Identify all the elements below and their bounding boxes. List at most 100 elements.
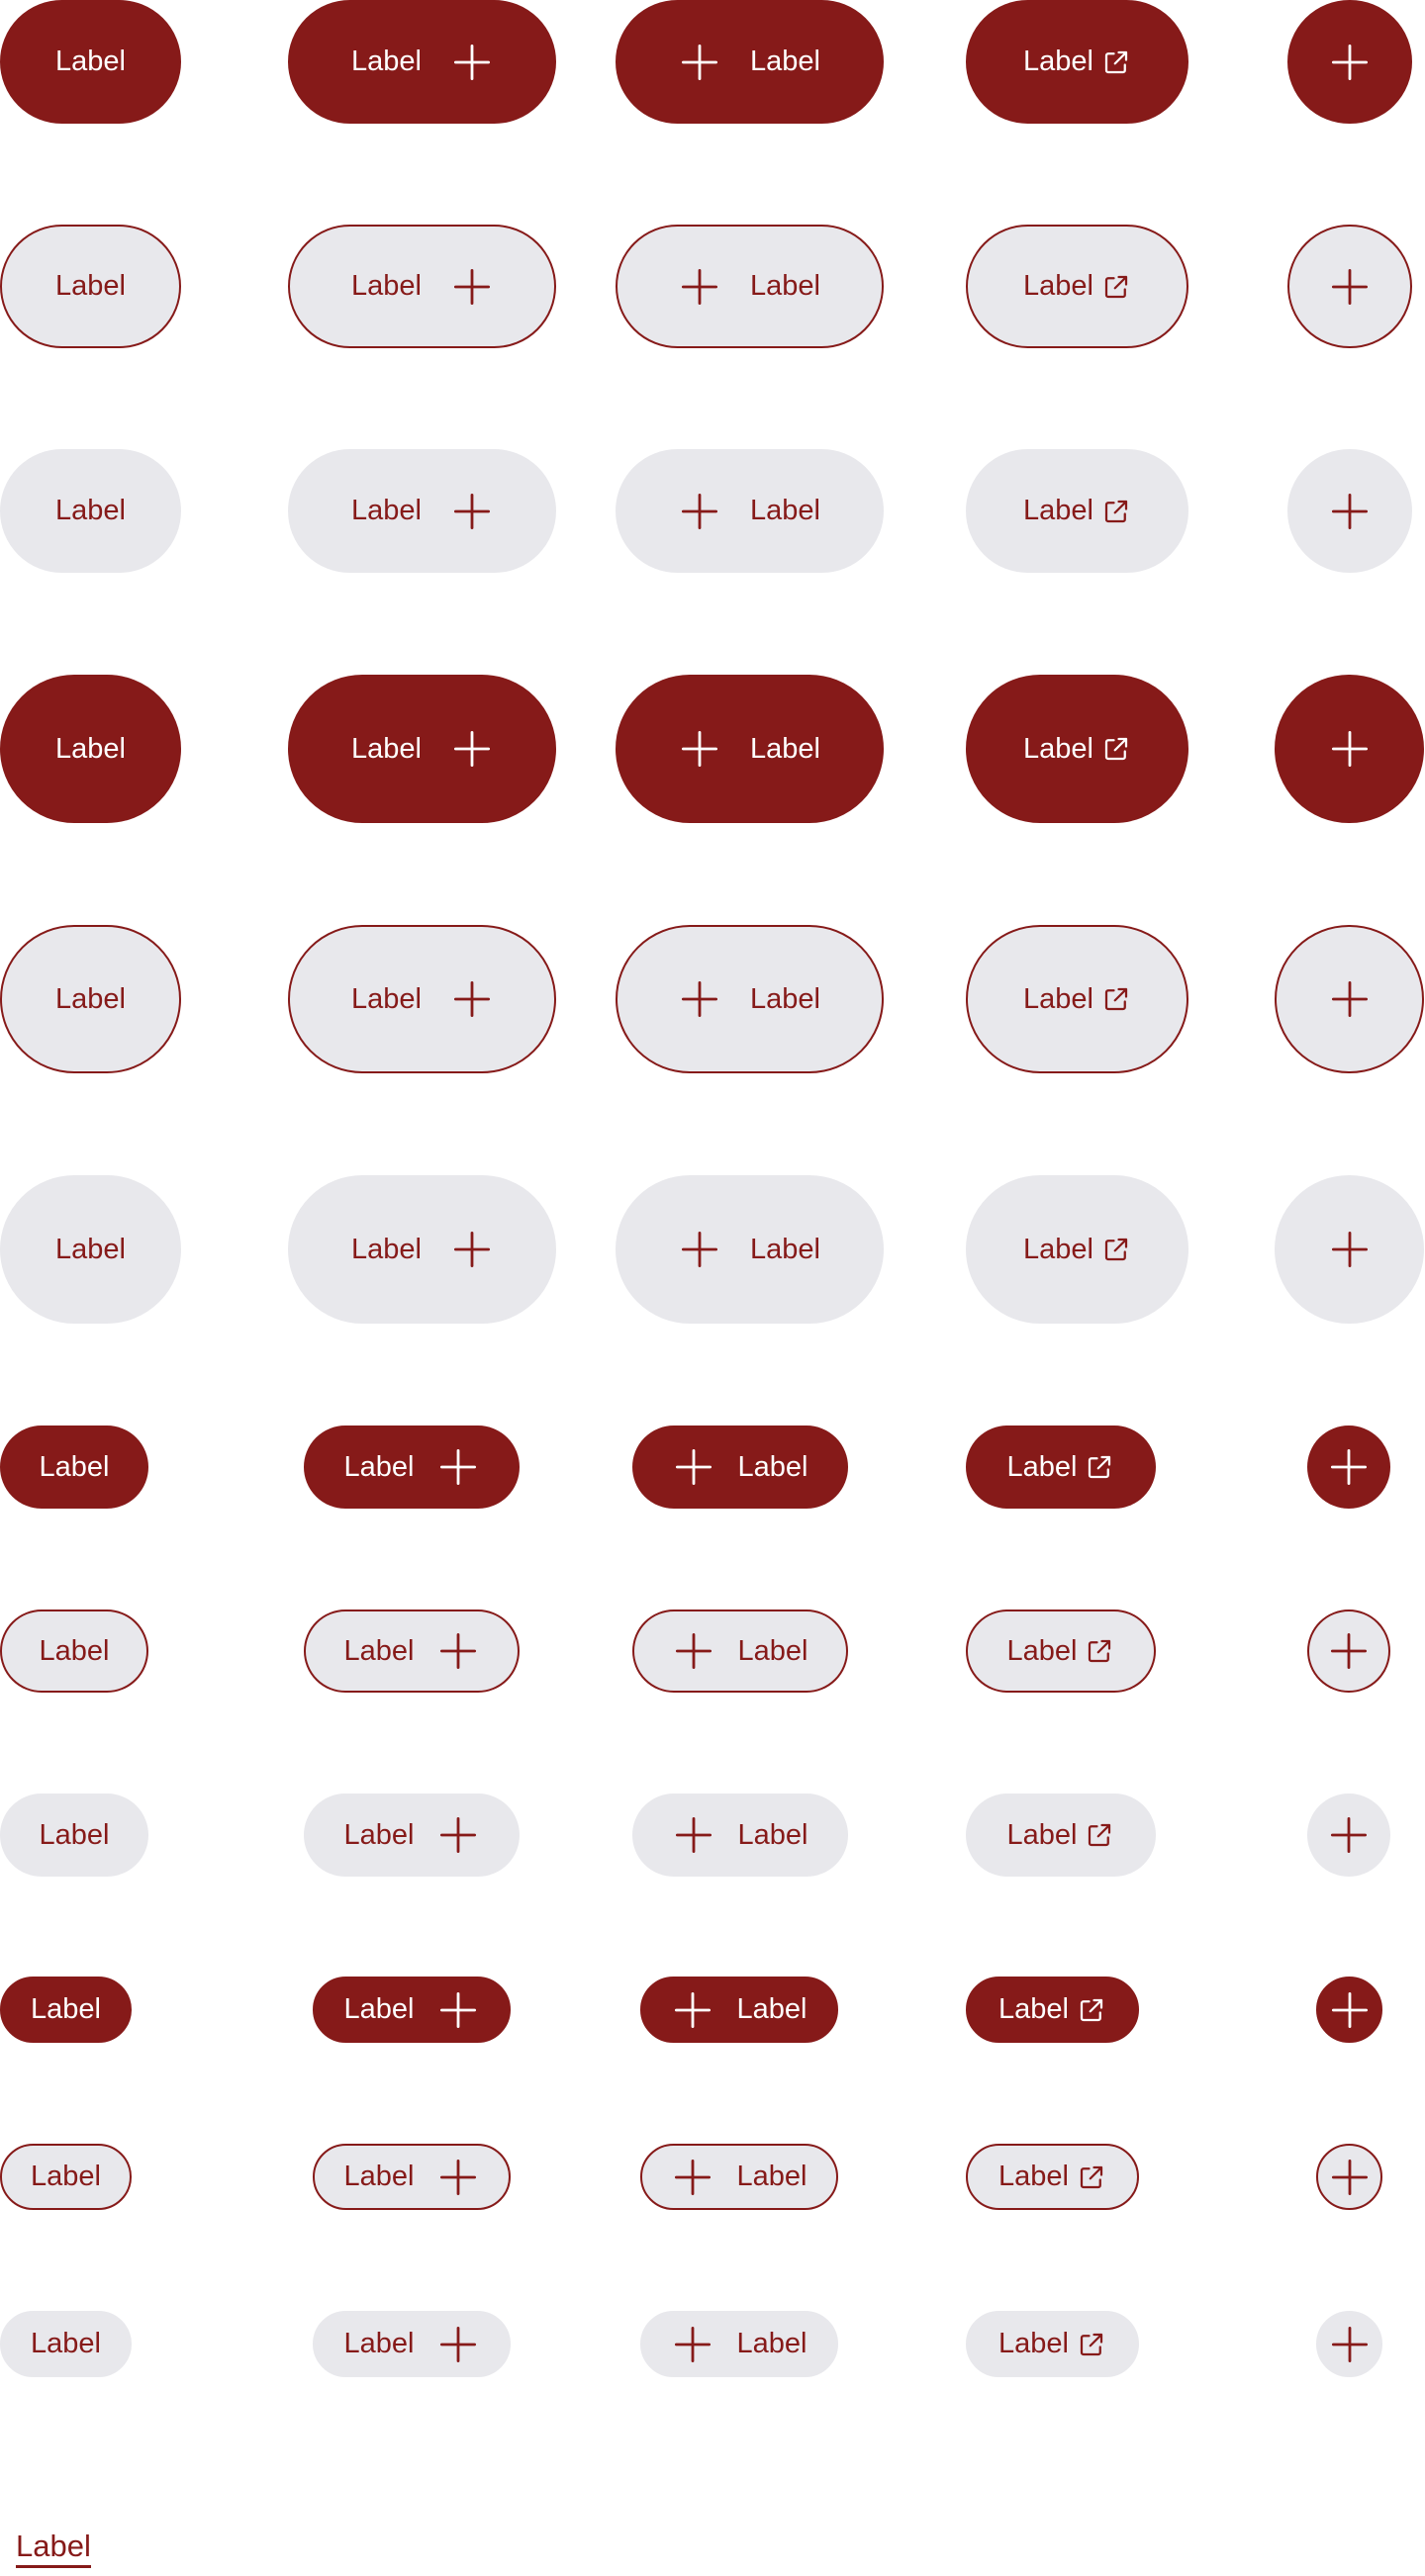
secondary-large-text-with-external-link-icon-button[interactable]: Label bbox=[966, 925, 1188, 1073]
button-label: Label bbox=[351, 270, 422, 302]
primary-large-icon-only-button[interactable] bbox=[1275, 675, 1424, 823]
secondary-large-text-with-leading-plus-icon-button[interactable]: Label bbox=[616, 925, 884, 1073]
secondary-extra-large-icon-only-button[interactable] bbox=[1287, 225, 1412, 348]
tertiary-medium-text-only-button[interactable]: Label bbox=[0, 1794, 148, 1877]
button-label: Label bbox=[55, 495, 126, 526]
tertiary-extra-large-text-with-external-link-icon-button[interactable]: Label bbox=[966, 449, 1188, 573]
secondary-extra-large-text-with-trailing-plus-icon-button[interactable]: Label bbox=[288, 225, 556, 348]
primary-extra-large-text-with-external-link-icon-button[interactable]: Label bbox=[966, 0, 1188, 124]
external-link-icon bbox=[1080, 2333, 1103, 2355]
primary-small-text-with-trailing-plus-icon-button[interactable]: Label bbox=[313, 1977, 511, 2043]
secondary-medium-text-only-button[interactable]: Label bbox=[0, 1610, 148, 1693]
button-label: Label bbox=[39, 1634, 110, 1667]
tertiary-extra-large-text-with-trailing-plus-icon-button[interactable]: Label bbox=[288, 449, 556, 573]
primary-medium-text-with-external-link-icon-button[interactable]: Label bbox=[966, 1426, 1156, 1509]
button-label: Label bbox=[1023, 270, 1093, 302]
button-label: Label bbox=[737, 1450, 808, 1483]
plus-icon bbox=[1331, 2159, 1368, 2195]
button-label: Label bbox=[750, 46, 820, 77]
secondary-medium-text-with-trailing-plus-icon-button[interactable]: Label bbox=[304, 1610, 520, 1693]
tertiary-large-text-with-leading-plus-icon-button[interactable]: Label bbox=[616, 1175, 884, 1324]
primary-medium-icon-only-button[interactable] bbox=[1307, 1426, 1390, 1509]
plus-icon bbox=[1331, 44, 1369, 80]
button-label: Label bbox=[343, 1818, 415, 1851]
primary-extra-large-icon-only-button[interactable] bbox=[1287, 0, 1412, 124]
button-label: Label bbox=[351, 982, 422, 1015]
primary-large-text-with-external-link-icon-button[interactable]: Label bbox=[966, 675, 1188, 823]
button-label: Label bbox=[750, 732, 820, 765]
primary-medium-text-with-trailing-plus-icon-button[interactable]: Label bbox=[304, 1426, 520, 1509]
secondary-extra-large-text-with-external-link-icon-button[interactable]: Label bbox=[966, 225, 1188, 348]
primary-extra-large-text-with-leading-plus-icon-button[interactable]: Label bbox=[616, 0, 884, 124]
secondary-small-text-with-leading-plus-icon-button[interactable]: Label bbox=[640, 2144, 838, 2210]
primary-medium-text-with-leading-plus-icon-button[interactable]: Label bbox=[632, 1426, 848, 1509]
button-label: Label bbox=[737, 1818, 808, 1851]
primary-extra-large-text-with-trailing-plus-icon-button[interactable]: Label bbox=[288, 0, 556, 124]
plus-icon bbox=[1331, 268, 1369, 305]
secondary-small-text-with-external-link-icon-button[interactable]: Label bbox=[966, 2144, 1139, 2210]
plus-icon bbox=[1331, 1991, 1368, 2028]
secondary-extra-large-text-with-leading-plus-icon-button[interactable]: Label bbox=[616, 225, 884, 348]
primary-large-text-with-leading-plus-icon-button[interactable]: Label bbox=[616, 675, 884, 823]
button-label: Label bbox=[55, 982, 126, 1015]
tertiary-extra-large-icon-only-button[interactable] bbox=[1287, 449, 1412, 573]
button-label: Label bbox=[343, 2161, 415, 2192]
tertiary-medium-text-with-trailing-plus-icon-button[interactable]: Label bbox=[304, 1794, 520, 1877]
secondary-medium-text-with-leading-plus-icon-button[interactable]: Label bbox=[632, 1610, 848, 1693]
tertiary-large-text-only-button[interactable]: Label bbox=[0, 1175, 181, 1324]
plus-icon bbox=[675, 1632, 712, 1670]
tertiary-small-icon-only-button[interactable] bbox=[1316, 2311, 1382, 2377]
plus-icon bbox=[1330, 1448, 1368, 1486]
button-label: Label bbox=[343, 2328, 415, 2359]
secondary-medium-text-with-external-link-icon-button[interactable]: Label bbox=[966, 1610, 1156, 1693]
tertiary-small-text-only-button[interactable]: Label bbox=[0, 2311, 132, 2377]
plus-icon bbox=[674, 1991, 711, 2028]
external-link-icon bbox=[1104, 275, 1128, 298]
primary-small-text-with-external-link-icon-button[interactable]: Label bbox=[966, 1977, 1139, 2043]
button-label: Label bbox=[55, 732, 126, 765]
secondary-large-text-only-button[interactable]: Label bbox=[0, 925, 181, 1073]
plus-icon bbox=[453, 1231, 491, 1268]
primary-small-text-only-button[interactable]: Label bbox=[0, 1977, 132, 2043]
secondary-large-text-with-trailing-plus-icon-button[interactable]: Label bbox=[288, 925, 556, 1073]
secondary-small-text-only-button[interactable]: Label bbox=[0, 2144, 132, 2210]
tertiary-medium-text-with-leading-plus-icon-button[interactable]: Label bbox=[632, 1794, 848, 1877]
primary-large-text-with-trailing-plus-icon-button[interactable]: Label bbox=[288, 675, 556, 823]
primary-extra-large-text-only-button[interactable]: Label bbox=[0, 0, 181, 124]
secondary-extra-large-text-only-button[interactable]: Label bbox=[0, 225, 181, 348]
button-label: Label bbox=[39, 1818, 110, 1851]
button-label: Label bbox=[736, 2161, 808, 2192]
external-link-icon bbox=[1089, 1455, 1111, 1479]
primary-large-text-only-button[interactable]: Label bbox=[0, 675, 181, 823]
plus-icon bbox=[1331, 2326, 1368, 2362]
secondary-large-icon-only-button[interactable] bbox=[1275, 925, 1424, 1073]
primary-small-icon-only-button[interactable] bbox=[1316, 1977, 1382, 2043]
tertiary-extra-large-text-only-button[interactable]: Label bbox=[0, 449, 181, 573]
tertiary-small-text-with-leading-plus-icon-button[interactable]: Label bbox=[640, 2311, 838, 2377]
tertiary-small-text-with-trailing-plus-icon-button[interactable]: Label bbox=[313, 2311, 511, 2377]
plus-icon bbox=[674, 2326, 711, 2362]
secondary-medium-icon-only-button[interactable] bbox=[1307, 1610, 1390, 1693]
button-label: Label bbox=[1023, 732, 1093, 765]
tertiary-large-text-with-trailing-plus-icon-button[interactable]: Label bbox=[288, 1175, 556, 1324]
tertiary-large-icon-only-button[interactable] bbox=[1275, 1175, 1424, 1324]
plus-icon bbox=[1331, 1231, 1368, 1268]
tertiary-medium-text-with-external-link-icon-button[interactable]: Label bbox=[966, 1794, 1156, 1877]
plus-icon bbox=[681, 730, 718, 768]
button-label: Label bbox=[736, 2328, 808, 2359]
text-link[interactable]: Label bbox=[16, 2530, 91, 2568]
tertiary-large-text-with-external-link-icon-button[interactable]: Label bbox=[966, 1175, 1188, 1324]
button-label: Label bbox=[750, 495, 820, 526]
tertiary-small-text-with-external-link-icon-button[interactable]: Label bbox=[966, 2311, 1139, 2377]
plus-icon bbox=[440, 1991, 477, 2028]
tertiary-medium-icon-only-button[interactable] bbox=[1307, 1794, 1390, 1877]
button-label: Label bbox=[39, 1450, 110, 1483]
plus-icon bbox=[681, 493, 718, 529]
primary-small-text-with-leading-plus-icon-button[interactable]: Label bbox=[640, 1977, 838, 2043]
primary-medium-text-only-button[interactable]: Label bbox=[0, 1426, 148, 1509]
secondary-small-text-with-trailing-plus-icon-button[interactable]: Label bbox=[313, 2144, 511, 2210]
tertiary-extra-large-text-with-leading-plus-icon-button[interactable]: Label bbox=[616, 449, 884, 573]
plus-icon bbox=[1331, 980, 1368, 1018]
secondary-small-icon-only-button[interactable] bbox=[1316, 2144, 1382, 2210]
plus-icon bbox=[453, 980, 491, 1018]
